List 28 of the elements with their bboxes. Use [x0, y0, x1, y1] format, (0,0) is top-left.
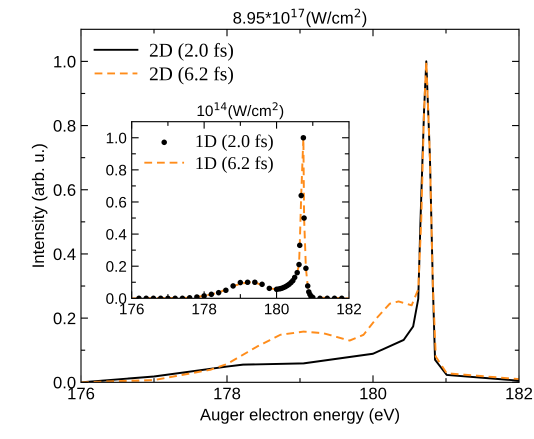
y-tick-label: 0.8	[106, 164, 126, 176]
x-tick-label: 178	[214, 388, 240, 400]
x-tick-label: 180	[360, 388, 386, 400]
x-axis-title: Auger electron energy (eV)	[200, 408, 400, 424]
y-tick-label: 0.2	[54, 312, 76, 324]
y-tick-label: 0.0	[106, 293, 126, 304]
legend-label: 1D (2.0 fs)	[196, 134, 273, 151]
x-tick-label: 182	[337, 304, 361, 314]
y-tick-label: 1.0	[106, 132, 126, 144]
y-tick-label: 0.2	[106, 261, 126, 272]
x-tick-label: 176	[68, 388, 94, 400]
x-tick-label: 176	[120, 304, 144, 314]
legend-label: 1D (6.2 fs)	[196, 156, 273, 173]
x-tick-label: 182	[506, 388, 532, 400]
y-tick-label: 0.4	[106, 228, 126, 240]
y-tick-label: 0.6	[54, 184, 76, 196]
chart-title: 10$^{14}$(W/cm$^{2}$)	[198, 102, 284, 120]
x-tick-label: 180	[264, 304, 289, 314]
y-axis-title: Intensity (arb. u.)	[32, 144, 48, 267]
y-tick-label: 0.8	[54, 120, 76, 132]
y-tick-label: 0.4	[54, 248, 76, 260]
legend-label: 2D (2.0 fs)	[150, 42, 233, 61]
y-tick-label: 0.0	[54, 376, 76, 389]
chart-title: 8.95*10$^{17}$(W/cm$^{2}$)	[233, 8, 366, 28]
x-tick-label: 178	[192, 304, 216, 314]
y-tick-label: 0.6	[106, 196, 126, 208]
legend-label: 2D (6.2 fs)	[150, 66, 233, 84]
y-tick-label: 1.0	[54, 56, 76, 68]
